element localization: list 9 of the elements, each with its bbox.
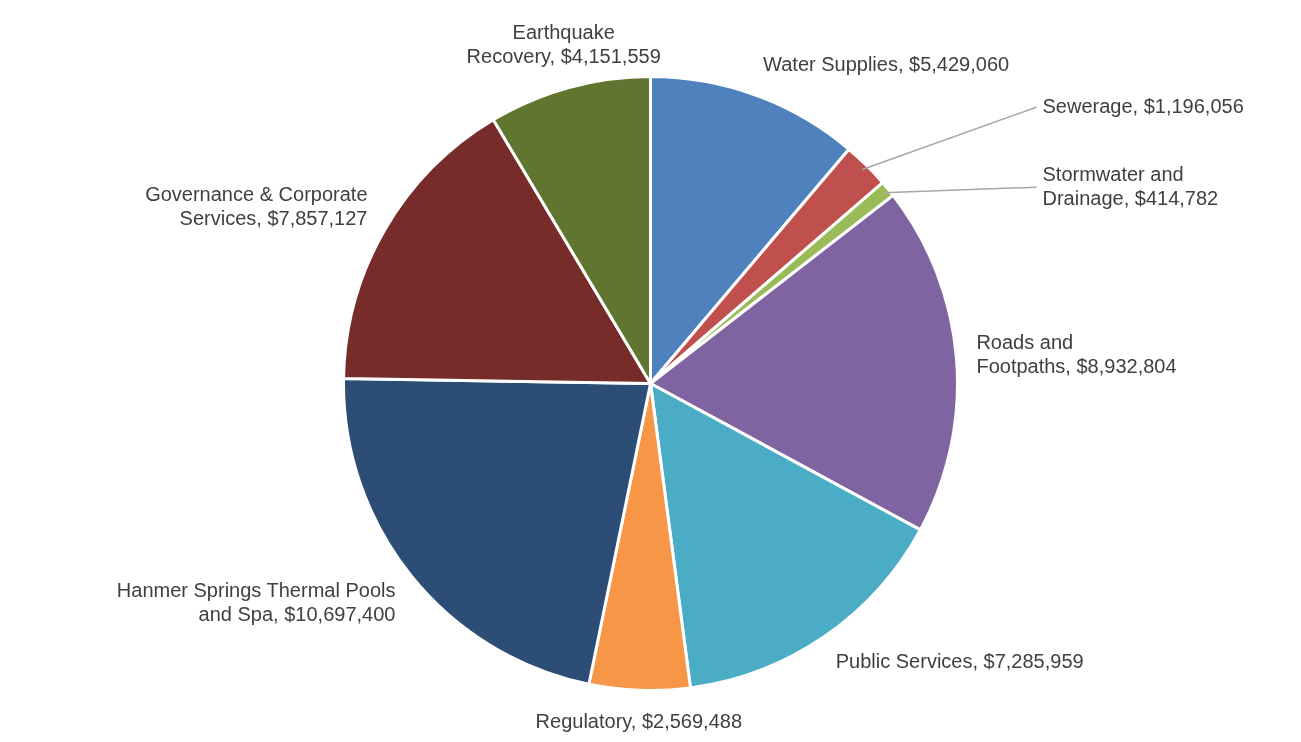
slice-label: Stormwater and Drainage, $414,782 [1042,162,1219,209]
slice-label: Roads and Footpaths, $8,932,804 [976,330,1177,377]
slice-label: Hanmer Springs Thermal Pools and Spa, $10,697,400 [116,578,396,625]
slice-label: Earthquake Recovery, $4,151,559 [466,20,661,67]
slice-label: Sewerage, $1,196,056 [1042,94,1244,117]
slice-label: Water Supplies, $5,429,060 [763,52,1010,75]
slice-label: Governance & Corporate Services, $7,857,127 [145,183,368,230]
slice-label: Public Services, $7,285,959 [835,650,1084,673]
slice-label: Regulatory, $2,569,488 [535,709,743,732]
